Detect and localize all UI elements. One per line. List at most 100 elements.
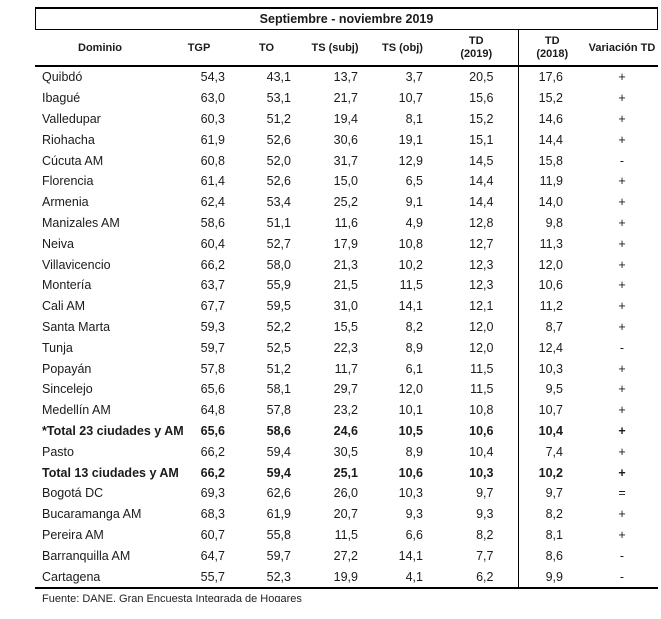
cell-to: 51,2 — [266, 111, 291, 126]
cell-variacion-td: + — [618, 403, 626, 418]
table-period-title: Septiembre - noviembre 2019 — [35, 7, 658, 30]
cell-dominio: Medellín AM — [42, 403, 111, 418]
td-2019-label: TD — [468, 34, 484, 47]
column-header-tgp: TGP — [165, 30, 233, 67]
cell-td-2019: 20,5 — [469, 70, 494, 85]
table-row: Armenia 62,4 53,4 25,2 9,1 14,4 14,0 + — [35, 191, 658, 213]
table-row: Valledupar 60,3 51,2 19,4 8,1 15,2 14,6 … — [35, 108, 658, 130]
table-header: Dominio TGP TO TS (subj) TS (obj) TD (20… — [35, 30, 658, 67]
cell-td-2018: 10,6 — [517, 274, 586, 296]
cell-td-2019: 12,1 — [469, 299, 494, 314]
cell-ts-obj: 12,0 — [398, 382, 423, 397]
cell-tgp: 58,6 — [200, 215, 225, 230]
cell-dominio: Bucaramanga AM — [42, 507, 142, 522]
cell-dominio: Ibagué — [42, 91, 81, 106]
cell-td-2019: 9,7 — [476, 486, 494, 501]
cell-td-2019: 15,6 — [469, 91, 494, 106]
cell-td-2019: 7,7 — [476, 548, 494, 563]
cell-dominio: Cali AM — [42, 299, 86, 314]
cell-dominio: Montería — [42, 278, 92, 293]
cell-td-2018: 8,6 — [517, 545, 586, 567]
cell-td-2019: 14,4 — [469, 174, 494, 189]
cell-to: 62,6 — [266, 486, 291, 501]
cell-tgp: 65,6 — [200, 382, 225, 397]
cell-dominio: Florencia — [42, 174, 94, 189]
cell-ts-subj: 13,7 — [333, 70, 358, 85]
cell-tgp: 59,3 — [200, 319, 225, 334]
cell-ts-subj: 15,0 — [333, 174, 358, 189]
table-body: Quibdó 54,3 43,1 13,7 3,7 20,5 17,6 + Ib… — [35, 66, 658, 588]
cell-tgp: 67,7 — [200, 299, 225, 314]
cell-dominio: Quibdó — [42, 70, 83, 85]
cell-variacion-td: - — [619, 340, 625, 355]
td-2019-year: (2019) — [460, 47, 493, 60]
cell-ts-obj: 9,1 — [405, 195, 423, 210]
cell-td-2018: 7,4 — [517, 441, 586, 463]
cell-td-2019: 12,8 — [469, 215, 494, 230]
cell-tgp: 69,3 — [200, 486, 225, 501]
cell-ts-obj: 9,3 — [405, 507, 423, 522]
cell-to: 52,6 — [266, 174, 291, 189]
cell-dominio: Riohacha — [42, 132, 95, 147]
labor-indicators-table: Dominio TGP TO TS (subj) TS (obj) TD (20… — [35, 30, 658, 589]
cell-ts-subj: 24,6 — [333, 423, 358, 438]
cell-dominio: Barranquilla AM — [42, 548, 131, 563]
cell-to: 58,6 — [266, 423, 291, 438]
table-row: Popayán 57,8 51,2 11,7 6,1 11,5 10,3 + — [35, 358, 658, 379]
cell-td-2019: 9,3 — [476, 507, 494, 522]
cell-ts-obj: 10,6 — [398, 465, 423, 480]
cell-td-2019: 8,2 — [476, 527, 494, 542]
table-row: Ibagué 63,0 53,1 21,7 10,7 15,6 15,2 + — [35, 87, 658, 109]
cell-ts-obj: 14,1 — [398, 548, 423, 563]
cell-ts-subj: 21,3 — [333, 257, 358, 272]
cell-td-2018: 8,7 — [517, 316, 586, 338]
cell-tgp: 66,2 — [200, 444, 225, 459]
cell-ts-subj: 30,6 — [333, 132, 358, 147]
table-row: Bogotá DC 69,3 62,6 26,0 10,3 9,7 9,7 = — [35, 482, 658, 504]
cell-tgp: 54,3 — [200, 70, 225, 85]
table-row: Barranquilla AM 64,7 59,7 27,2 14,1 7,7 … — [35, 545, 658, 567]
cell-td-2018: 10,4 — [517, 420, 586, 442]
cell-variacion-td: + — [618, 465, 626, 480]
table-row: Cali AM 67,7 59,5 31,0 14,1 12,1 11,2 + — [35, 295, 658, 317]
cell-tgp: 55,7 — [200, 569, 225, 584]
column-header-dominio: Dominio — [35, 30, 165, 67]
cell-to: 59,7 — [266, 548, 291, 563]
cell-tgp: 63,0 — [200, 91, 225, 106]
cell-td-2019: 12,3 — [469, 278, 494, 293]
cell-tgp: 65,6 — [200, 423, 225, 438]
cell-variacion-td: + — [618, 132, 626, 147]
cell-to: 51,1 — [266, 215, 291, 230]
cell-ts-obj: 11,5 — [399, 278, 423, 293]
cell-tgp: 64,7 — [200, 548, 225, 563]
cell-variacion-td: + — [618, 174, 626, 189]
cell-to: 52,5 — [266, 340, 291, 355]
cell-td-2019: 10,8 — [469, 403, 494, 418]
td-2018-label: TD — [544, 34, 560, 47]
cell-td-2019: 11,5 — [470, 382, 494, 397]
cell-td-2019: 10,6 — [469, 423, 494, 438]
cell-ts-obj: 10,3 — [398, 486, 423, 501]
column-header-td-2018: TD (2018) — [517, 30, 586, 67]
cell-td-2018: 17,6 — [517, 66, 586, 88]
table-row: Pereira AM 60,7 55,8 11,5 6,6 8,2 8,1 + — [35, 524, 658, 546]
cell-td-2018: 10,7 — [517, 399, 586, 421]
table-row: Neiva 60,4 52,7 17,9 10,8 12,7 11,3 + — [35, 233, 658, 255]
cell-ts-obj: 8,9 — [405, 444, 423, 459]
cell-dominio: Popayán — [42, 361, 92, 376]
cell-td-2018: 11,9 — [517, 170, 586, 192]
cell-dominio: Pereira AM — [42, 527, 104, 542]
cell-ts-subj: 20,7 — [333, 507, 358, 522]
cell-ts-subj: 31,7 — [333, 153, 358, 168]
table-row: Tunja 59,7 52,5 22,3 8,9 12,0 12,4 - — [35, 337, 658, 359]
cell-ts-subj: 31,0 — [333, 299, 358, 314]
cell-to: 59,4 — [266, 444, 291, 459]
table-row: Santa Marta 59,3 52,2 15,5 8,2 12,0 8,7 … — [35, 316, 658, 338]
cell-ts-subj: 17,9 — [333, 236, 358, 251]
cell-ts-obj: 3,7 — [405, 70, 423, 85]
table-row: Riohacha 61,9 52,6 30,6 19,1 15,1 14,4 + — [35, 129, 658, 151]
cell-td-2018: 10,2 — [517, 462, 586, 483]
cell-ts-subj: 27,2 — [333, 548, 358, 563]
cell-ts-obj: 10,8 — [398, 236, 423, 251]
